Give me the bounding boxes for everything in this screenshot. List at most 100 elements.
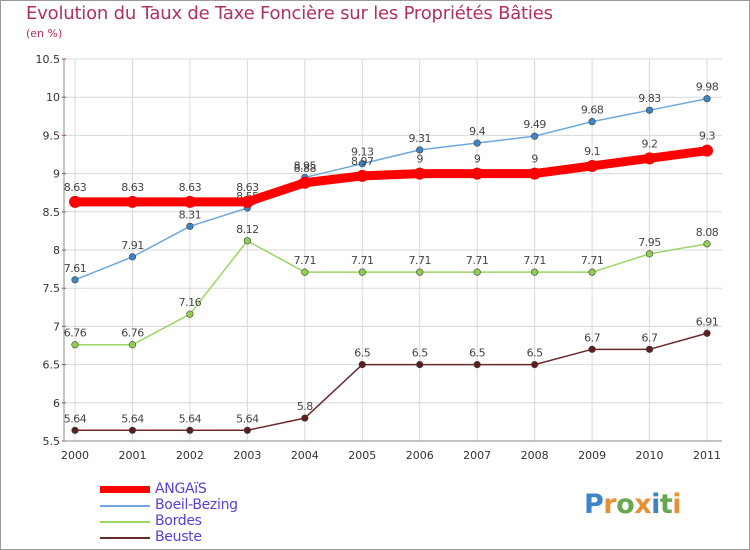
data-label: 9.1 xyxy=(584,145,600,158)
x-tick-label: 2006 xyxy=(406,449,434,462)
x-tick-label: 2009 xyxy=(578,449,606,462)
x-tick-label: 2004 xyxy=(291,449,319,462)
y-tick-label: 9 xyxy=(53,168,60,181)
data-label: 9.2 xyxy=(642,137,658,150)
data-point xyxy=(243,426,251,434)
data-point xyxy=(643,152,656,165)
data-label: 5.8 xyxy=(297,400,313,413)
data-point xyxy=(186,310,194,318)
data-point xyxy=(588,345,596,353)
data-label: 5.64 xyxy=(64,412,87,425)
x-tick-label: 2008 xyxy=(521,449,549,462)
data-label: 6.91 xyxy=(696,315,719,328)
data-label: 8.63 xyxy=(121,181,144,194)
legend-label-boeil-bezing: Boeil-Bezing xyxy=(155,497,238,513)
data-label: 7.71 xyxy=(351,254,374,267)
logo-letter: r xyxy=(603,489,617,520)
data-point xyxy=(358,361,366,369)
data-point xyxy=(645,106,654,114)
data-label: 6.76 xyxy=(64,327,87,340)
logo-letter: x xyxy=(634,489,652,520)
data-label: 8.95 xyxy=(294,159,317,172)
data-point xyxy=(301,268,309,276)
data-label: 7.61 xyxy=(64,262,87,275)
data-label: 6.5 xyxy=(412,347,428,360)
legend-swatch-bordes xyxy=(100,521,150,523)
x-tick-label: 2001 xyxy=(118,449,146,462)
data-label: 9 xyxy=(416,153,423,166)
data-label: 6.5 xyxy=(469,347,485,360)
chart-subtitle: (en %) xyxy=(26,27,63,40)
x-tick-label: 2007 xyxy=(463,449,491,462)
data-point xyxy=(241,195,254,208)
series-line-bordes xyxy=(74,240,708,346)
x-tick-label: 2011 xyxy=(693,449,721,462)
data-label: 7.71 xyxy=(523,254,546,267)
data-point xyxy=(473,139,481,147)
data-point xyxy=(473,361,481,369)
data-point xyxy=(298,176,311,189)
logo-letter: o xyxy=(616,489,635,520)
legend-swatch-boeil-bezing xyxy=(100,505,150,507)
data-label: 8.97 xyxy=(351,155,374,168)
data-label: 9.83 xyxy=(638,92,661,105)
x-tick-label: 2010 xyxy=(636,449,664,462)
data-label: 5.64 xyxy=(121,412,144,425)
y-tick-label: 6.5 xyxy=(43,359,61,372)
data-label: 9.13 xyxy=(351,146,374,159)
x-tick-label: 2002 xyxy=(176,449,204,462)
data-label: 6.5 xyxy=(354,347,370,360)
data-point xyxy=(358,160,366,168)
data-point xyxy=(358,268,366,276)
logo-letter: i xyxy=(651,489,660,520)
legend-label-beuste: Beuste xyxy=(155,529,202,545)
data-point xyxy=(301,414,309,422)
data-point xyxy=(645,250,654,258)
data-point xyxy=(416,361,424,369)
data-label: 7.71 xyxy=(408,254,431,267)
data-point xyxy=(586,159,599,172)
data-point xyxy=(531,361,539,369)
data-label: 5.64 xyxy=(236,412,259,425)
data-label: 7.71 xyxy=(466,254,489,267)
data-label: 9.4 xyxy=(469,125,485,138)
data-label: 6.76 xyxy=(121,327,144,340)
data-label: 8.08 xyxy=(696,226,719,239)
data-label: 7.71 xyxy=(294,254,317,267)
data-point xyxy=(703,95,711,103)
data-label: 5.64 xyxy=(179,412,202,425)
data-point xyxy=(186,426,194,434)
y-tick-label: 8 xyxy=(53,244,60,257)
legend-label-bordes: Bordes xyxy=(155,513,202,529)
data-label: 8.31 xyxy=(179,208,202,221)
data-point xyxy=(71,426,79,434)
logo-letter: i xyxy=(672,489,682,520)
legend-label-angais: ANGAïS xyxy=(155,481,207,497)
data-label: 8.63 xyxy=(236,181,259,194)
data-label: 7.91 xyxy=(121,239,144,252)
data-label: 6.5 xyxy=(527,347,543,360)
data-point xyxy=(416,268,424,276)
data-point xyxy=(128,253,137,261)
data-point xyxy=(531,268,539,276)
data-point xyxy=(243,237,251,245)
data-point xyxy=(703,329,711,337)
data-point xyxy=(588,268,596,276)
data-point xyxy=(588,118,596,126)
data-point xyxy=(703,240,711,248)
y-tick-label: 10.5 xyxy=(36,53,61,66)
data-point xyxy=(126,195,139,208)
data-point xyxy=(701,144,713,157)
proxiti-logo: Proxiti xyxy=(584,489,682,520)
data-label: 9.3 xyxy=(699,130,715,143)
data-label: 9.49 xyxy=(523,118,546,131)
data-label: 7.95 xyxy=(638,236,661,249)
data-label: 6.7 xyxy=(584,331,600,344)
data-point xyxy=(128,426,137,434)
data-label: 8.12 xyxy=(236,223,259,236)
x-tick-label: 2003 xyxy=(233,449,261,462)
data-point xyxy=(416,146,424,154)
x-tick-label: 2000 xyxy=(61,449,89,462)
legend-swatch-beuste xyxy=(100,537,150,539)
